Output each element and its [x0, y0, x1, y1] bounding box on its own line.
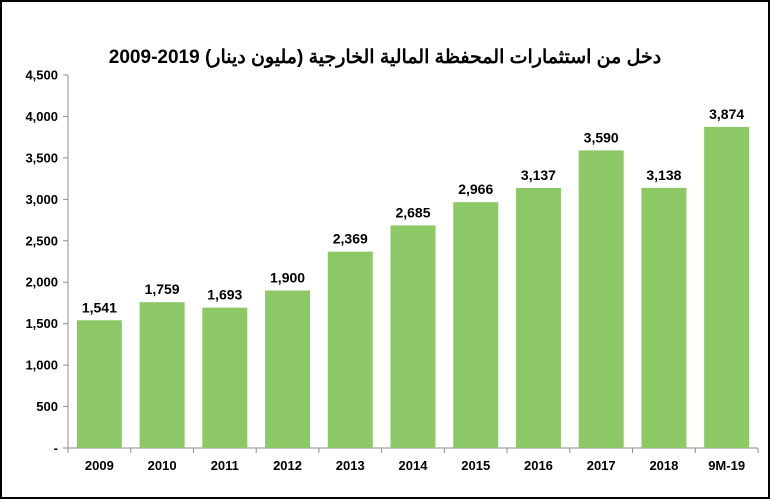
- y-tick-label: 2,500: [25, 233, 58, 248]
- data-label: 3,137: [521, 167, 556, 183]
- data-label: 1,541: [82, 299, 117, 315]
- data-label: 3,138: [646, 167, 681, 183]
- x-tick-label: 2016: [524, 458, 553, 473]
- bar: [390, 225, 436, 448]
- x-tick-label: 2009: [85, 458, 114, 473]
- data-label: 3,874: [709, 106, 744, 122]
- bar: [265, 290, 311, 448]
- bar: [641, 187, 687, 449]
- data-label: 2,685: [395, 204, 430, 220]
- y-tick-label: 2,000: [25, 275, 58, 290]
- y-tick-label: 3,000: [25, 192, 58, 207]
- bar: [76, 320, 122, 448]
- bar: [515, 187, 561, 449]
- y-tick-label: 1,000: [25, 358, 58, 373]
- bar: [704, 126, 750, 449]
- y-tick-label: 1,500: [25, 316, 58, 331]
- chart-title: دخل من استثمارات المحفظة المالية الخارجي…: [108, 47, 662, 68]
- bar: [202, 307, 248, 448]
- data-label: 2,369: [333, 231, 368, 247]
- y-tick-label: 4,000: [25, 109, 58, 124]
- data-label: 1,900: [270, 270, 305, 286]
- x-tick-label: 9M-19: [708, 458, 745, 473]
- y-tick-label: 500: [36, 399, 58, 414]
- bar: [139, 302, 185, 448]
- data-label: 3,590: [584, 129, 619, 145]
- x-tick-label: 2014: [399, 458, 429, 473]
- bar: [327, 251, 373, 448]
- y-tick-label: 3,500: [25, 150, 58, 165]
- y-tick-label: 4,500: [25, 68, 58, 83]
- data-label: 2,966: [458, 181, 493, 197]
- bar: [453, 202, 499, 448]
- data-label: 1,693: [207, 287, 242, 303]
- x-tick-label: 2018: [649, 458, 678, 473]
- x-tick-label: 2012: [273, 458, 302, 473]
- data-label: 1,759: [145, 281, 180, 297]
- x-tick-label: 2013: [336, 458, 365, 473]
- x-tick-label: 2011: [211, 458, 239, 473]
- x-tick-label: 2010: [148, 458, 177, 473]
- y-tick-label: -: [54, 441, 58, 456]
- x-tick-label: 2017: [587, 458, 616, 473]
- bar: [578, 150, 624, 448]
- x-tick-label: 2015: [461, 458, 490, 473]
